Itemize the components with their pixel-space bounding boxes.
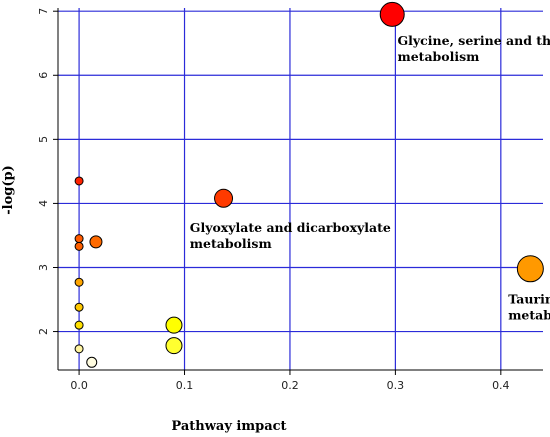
data-point-11 [86,356,98,368]
annotation-2-line-0: Taurine and hypotaurine [508,291,550,306]
annotation-0-line-0: Glycine, serine and threonine [398,33,550,48]
data-point-5 [74,241,84,251]
y-tick-label-0: 2 [37,328,50,335]
annotation-1-line-1: metabolism [190,236,272,251]
tick-labels: 0.0 0.1 0.2 0.3 0.4 2 3 4 5 6 7 [37,8,510,392]
y-tick-label-3: 5 [37,136,50,143]
axes [57,8,543,371]
y-tick-label-2: 4 [37,200,50,207]
annotation-2: Taurine and hypotaurinemetabolism [508,291,550,322]
annotation-1: Glyoxylate and dicarboxylate metabolism [190,220,391,251]
data-point-10 [74,344,84,354]
x-tick-label-4: 0.4 [492,379,510,392]
data-point-6 [89,235,103,249]
data-points [74,1,544,368]
data-point-0 [379,1,405,27]
annotation-1-line-0: Glyoxylate and dicarboxylate [190,220,391,235]
x-tick-label-0: 0.0 [70,379,88,392]
data-point-7 [74,277,84,287]
x-tick-label-2: 0.2 [281,379,299,392]
annotation-0: Glycine, serine and threoninemetabolism [398,33,550,64]
annotations: Glycine, serine and threoninemetabolismG… [190,33,550,322]
annotation-2-line-1: metabolism [508,307,550,322]
annotation-0-line-1: metabolism [398,49,480,64]
data-point-12 [165,316,183,334]
y-tick-label-1: 3 [37,264,50,271]
grid-lines [58,8,543,370]
y-tick-label-5: 7 [37,8,50,15]
data-point-1 [214,188,234,208]
data-point-9 [74,320,84,330]
x-tick-label-3: 0.3 [387,379,405,392]
x-tick-label-1: 0.1 [176,379,194,392]
data-point-4 [74,234,84,244]
x-axis-title: Pathway impact [171,419,286,434]
y-axis-title: -log(p) [1,165,16,215]
data-point-2 [516,255,544,283]
data-point-13 [165,337,183,355]
data-point-3 [74,176,84,186]
y-tick-label-4: 6 [37,72,50,79]
data-point-8 [74,302,84,312]
